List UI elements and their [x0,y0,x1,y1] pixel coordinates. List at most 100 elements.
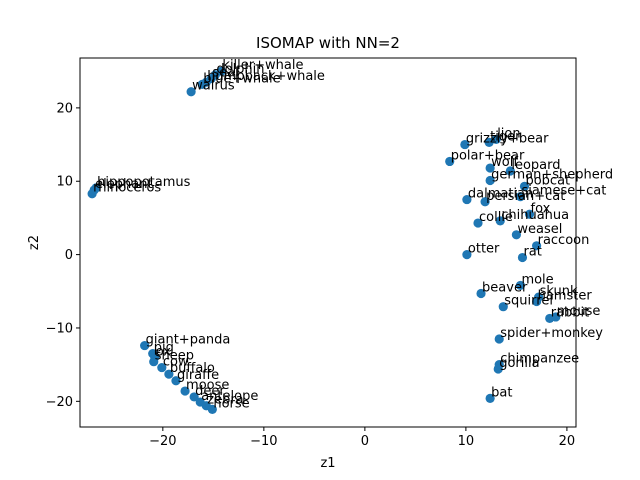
point-label-german+shepherd: german+shepherd [491,168,613,183]
x-axis-label: z1 [320,456,335,471]
point-label-weasel: weasel [517,222,562,237]
point-label-dalmatian: dalmatian [468,187,533,202]
point-label-rabbit: rabbit [551,305,590,320]
data-point-tiger [484,137,494,147]
point-label-polar+bear: polar+bear [451,148,525,163]
point-label-ox: ox [156,344,172,359]
point-label-hippopotamus: hippopotamus [97,175,190,190]
point-label-otter: otter [468,242,500,257]
point-label-giraffe: giraffe [177,368,219,383]
data-point-polar+bear [445,156,455,167]
point-label-pig: pig [154,341,174,356]
point-label-giant+panda: giant+panda [146,333,231,348]
data-point-walrus [186,87,196,97]
point-label-mole: mole [521,272,553,287]
data-point-siamese+cat [515,192,526,202]
point-label-buffalo: buffalo [170,361,215,376]
data-point-rhinoceros [87,189,97,199]
point-label-mouse: mouse [557,304,601,319]
point-label-humpback+whale: humpback+whale [207,69,325,84]
data-point-gorilla [493,364,503,374]
data-point-lion [491,134,501,145]
point-label-cow: cow [163,355,189,370]
data-point-mouse [551,312,561,322]
point-label-persian+cat: persian+cat [486,189,565,204]
point-label-moose: moose [186,378,229,393]
data-points [87,66,561,414]
point-label-rat: rat [523,245,541,260]
point-label-blue+whale: blue+whale [203,71,280,86]
point-label-sheep: sheep [155,349,194,364]
point-label-raccoon: raccoon [538,233,590,248]
point-label-dolphin: dolphin [216,62,264,77]
point-label-collie: collie [479,210,513,225]
data-point-grizzly+bear [460,139,470,150]
point-label-horse: horse [213,396,249,411]
data-point-raccoon [532,241,542,251]
point-labels: killer+whaledolphinsealhumpback+whaleblu… [93,58,613,411]
data-point-mole [515,280,526,291]
data-point-dalmatian [462,194,472,205]
data-point-spider+monkey [494,334,504,344]
axes-frame [79,57,577,428]
data-point-giant+panda [140,340,150,351]
data-point-collie [473,218,483,228]
x-tick-label: 20 [559,434,576,449]
data-point-sheep [149,357,159,367]
point-label-squirrel: squirrel [504,294,553,309]
y-tick-label: 10 [56,175,73,190]
point-label-gorilla: gorilla [499,356,539,371]
chart-title: ISOMAP with NN=2 [256,34,400,52]
point-label-tiger: tiger [490,129,521,144]
data-point-giraffe [171,376,181,386]
point-label-wolf: wolf [491,155,518,170]
point-label-spider+monkey: spider+monkey [500,326,603,341]
plot-border [79,57,577,428]
data-point-beaver [476,288,486,299]
y-tick-label: −10 [46,321,73,336]
data-point-horse [207,404,217,414]
point-label-chimpanzee: chimpanzee [500,352,579,367]
x-tick-label: 0 [361,434,369,449]
x-axis-ticks: −20 −10 0 10 20 [149,427,575,449]
data-point-wolf [485,163,495,173]
point-label-grizzly+bear: grizzly+bear [466,132,549,147]
point-label-beaver: beaver [482,280,528,295]
y-tick-label: 0 [65,248,73,263]
data-point-leopard [505,166,515,176]
y-axis-label: z2 [27,235,42,250]
point-label-killer+whale: killer+whale [222,58,303,73]
y-axis-ticks: −20 −10 0 10 20 [46,101,80,410]
data-point-cow [157,362,167,373]
point-label-deer: deer [195,384,225,399]
data-point-moose [180,386,190,396]
point-label-seal: seal [212,66,238,81]
data-point-buffalo [164,369,174,379]
data-point-deer [189,392,199,402]
data-point-bobcat [519,181,530,191]
data-point-chihuahua [495,216,505,226]
point-label-walrus: walrus [192,79,235,94]
x-tick-label: −20 [149,434,176,449]
data-point-bat [485,393,495,403]
y-tick-label: −20 [46,395,73,410]
point-label-rhinoceros: rhinoceros [93,181,161,196]
data-point-blue+whale [197,79,207,90]
data-point-german+shepherd [485,175,495,186]
data-point-weasel [511,230,521,240]
data-point-squirrel [498,302,508,312]
point-label-fox: fox [531,201,551,216]
point-label-skunk: skunk [540,284,578,299]
point-label-elephant: elephant [95,177,152,192]
point-label-zebra: zebra [207,393,243,408]
data-point-fox [524,209,535,219]
point-label-leopard: leopard [511,158,560,173]
point-label-siamese+cat: siamese+cat [521,184,606,199]
point-label-bat: bat [491,385,512,400]
data-point-hamster [532,296,542,307]
data-point-rat [517,252,528,263]
x-tick-label: 10 [458,434,475,449]
point-label-bobcat: bobcat [525,173,570,188]
data-point-persian+cat [480,197,490,207]
